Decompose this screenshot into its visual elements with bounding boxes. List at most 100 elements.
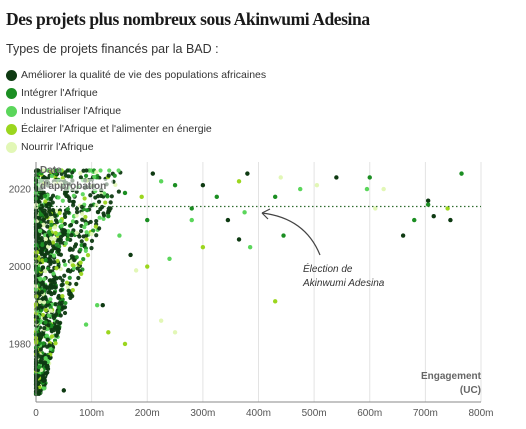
data-point [43,295,48,300]
data-point [40,312,46,318]
data-point [61,258,67,264]
data-point [48,297,53,302]
data-point [42,276,47,282]
data-point [58,218,63,224]
data-point [88,219,93,225]
data-point [83,248,88,253]
data-point [79,204,84,209]
data-point [58,313,63,318]
legend-swatch [6,69,17,81]
data-point [145,264,150,269]
data-point [43,320,48,325]
data-point [189,217,194,223]
data-point [36,199,41,204]
data-point [62,305,68,310]
x-tick-label: 100m [79,408,104,419]
dense-point-cloud [33,168,123,397]
y-tick-label: 2020 [9,185,32,196]
data-point [172,330,178,335]
data-point [64,193,69,198]
data-point [105,194,110,199]
data-point [94,233,99,238]
annotation-arrow [261,212,321,256]
data-point [58,237,63,243]
data-point [58,168,63,173]
data-point [37,337,42,342]
data-point [41,217,46,222]
data-point [34,320,39,325]
data-point [49,173,54,179]
data-point [334,175,339,180]
data-point [83,322,89,327]
x-tick-label: 800m [468,408,493,419]
data-point [66,228,71,234]
annotation-label: Akinwumi Adesina [302,278,385,289]
data-point [55,330,61,335]
data-point [71,266,77,271]
data-point [62,228,68,234]
data-point [57,309,62,314]
data-point [52,259,57,265]
data-point [75,266,80,271]
data-point [60,294,65,299]
data-point [48,305,53,310]
data-point [58,252,64,257]
data-point [278,175,283,180]
legend-item: Éclairer l'Afrique et l'alimenter en éne… [6,120,266,138]
data-point [49,215,55,221]
data-point [108,206,113,211]
data-point [74,220,79,225]
data-point [92,174,97,180]
data-point [66,174,71,179]
data-point [40,281,45,286]
data-point [43,307,49,313]
data-point [59,171,64,176]
data-point [172,183,178,188]
data-point [46,229,52,235]
data-point [68,246,73,251]
data-point [145,217,150,223]
data-point [38,360,43,365]
x-tick-label: 600m [357,408,382,419]
data-point [68,222,74,228]
y-axis-label-bg [38,179,113,191]
legend-label: Améliorer la qualité de vie des populati… [21,69,267,81]
data-point [57,210,62,216]
data-point [95,209,100,215]
data-point [98,168,103,173]
y-tick-label: 2000 [9,262,32,273]
legend-item: Intégrer l'Afrique [6,84,266,102]
data-point [52,225,58,230]
data-point [48,346,53,351]
data-point [95,194,101,199]
data-point [62,310,68,316]
data-point [88,193,93,198]
data-point [445,206,450,211]
data-point [225,217,231,223]
data-point [150,171,156,176]
data-point [74,281,79,287]
annotation-arrowhead [261,208,271,220]
data-point [50,240,56,245]
legend-swatch [6,105,17,117]
data-point [236,237,242,242]
data-point [37,340,43,345]
data-point [74,210,80,215]
data-point [63,300,68,306]
data-point [51,315,57,321]
data-point [63,262,68,267]
data-point [50,280,55,285]
data-point [40,305,45,310]
data-point [42,193,48,199]
data-point [88,203,94,208]
data-point [71,193,76,198]
data-point [99,193,104,198]
data-point [66,288,71,293]
data-point [43,360,48,365]
x-tick-label: 500m [302,408,327,419]
legend-item: Améliorer la qualité de vie des populati… [6,66,266,84]
data-point [38,299,43,304]
data-point [167,256,172,261]
data-point [106,330,111,335]
